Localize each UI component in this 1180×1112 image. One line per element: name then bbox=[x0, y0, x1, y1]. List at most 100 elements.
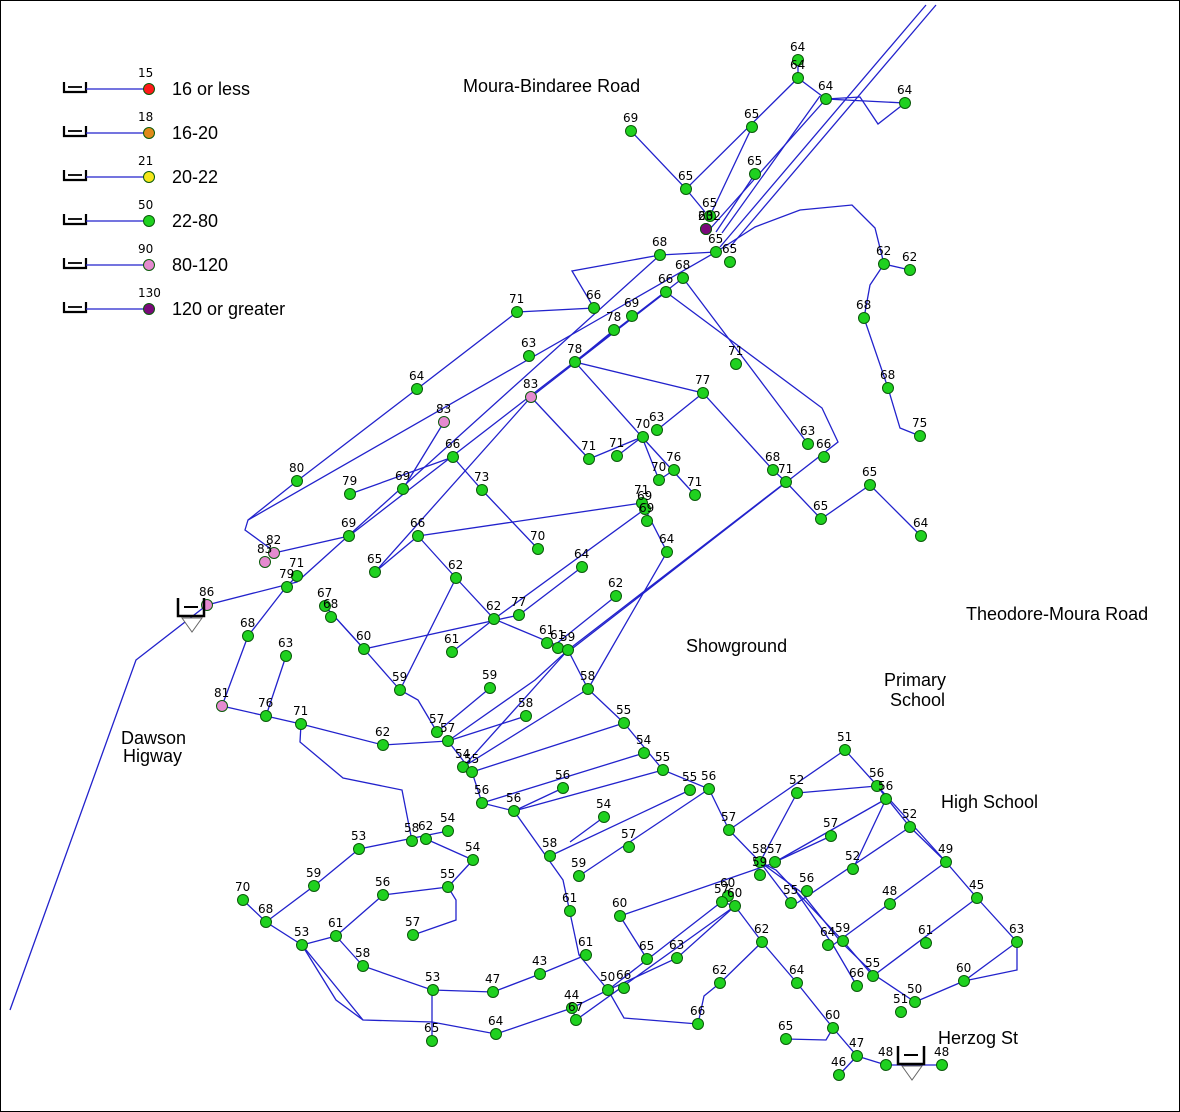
node-value-label: 64 bbox=[790, 40, 805, 54]
junction-node: 66 bbox=[816, 437, 831, 463]
node-value-label: 58 bbox=[355, 946, 370, 960]
pipe bbox=[300, 859, 721, 1035]
node-marker bbox=[216, 700, 228, 712]
node-value-label: 62 bbox=[608, 576, 623, 590]
node-marker bbox=[914, 430, 926, 442]
node-value-label: 69 bbox=[623, 111, 638, 125]
junction-node: 56 bbox=[701, 769, 716, 795]
node-marker bbox=[802, 438, 814, 450]
pipe-network bbox=[9, 4, 1018, 1076]
pipe bbox=[462, 649, 569, 768]
junction-node: 52 bbox=[789, 773, 804, 799]
junction-node: 69 bbox=[341, 516, 356, 542]
node-marker bbox=[296, 939, 308, 951]
node-marker bbox=[958, 975, 970, 987]
junction-node: 54 bbox=[440, 811, 455, 837]
junction-node: 59 bbox=[752, 855, 767, 881]
node-marker bbox=[308, 880, 320, 892]
node-marker bbox=[411, 383, 423, 395]
node-marker bbox=[703, 783, 715, 795]
junction-node: 71 bbox=[609, 436, 624, 462]
junction-node: 66 bbox=[616, 968, 631, 994]
node-value-label: 54 bbox=[465, 840, 480, 854]
node-marker bbox=[377, 739, 389, 751]
junction-node: 63 bbox=[1009, 922, 1024, 948]
node-marker bbox=[839, 744, 851, 756]
node-value-label: 66 bbox=[849, 966, 864, 980]
node-value-label: 77 bbox=[511, 595, 526, 609]
pipe bbox=[573, 329, 922, 537]
node-value-label: 65 bbox=[862, 465, 877, 479]
node-marker bbox=[525, 391, 537, 403]
legend-swatch bbox=[143, 259, 155, 271]
node-marker bbox=[508, 805, 520, 817]
node-marker bbox=[523, 350, 535, 362]
pipe bbox=[697, 901, 763, 1025]
node-value-label: 62 bbox=[876, 244, 891, 258]
junction-node: 52 bbox=[902, 807, 917, 833]
node-value-label: 65 bbox=[708, 232, 723, 246]
node-marker bbox=[847, 863, 859, 875]
reservoir-icon bbox=[896, 1046, 926, 1081]
node-value-label: 68 bbox=[880, 368, 895, 382]
node-value-label: 65 bbox=[678, 169, 693, 183]
node-value-label: 55 bbox=[865, 956, 880, 970]
node-marker bbox=[588, 302, 600, 314]
node-marker bbox=[570, 1014, 582, 1026]
node-marker bbox=[242, 630, 254, 642]
junction-node: 59 bbox=[560, 630, 575, 656]
node-value-label: 71 bbox=[778, 462, 793, 476]
junction-node: 68 bbox=[240, 616, 255, 642]
node-value-label: 57 bbox=[429, 712, 444, 726]
node-marker bbox=[641, 953, 653, 965]
pipe bbox=[774, 835, 832, 863]
junction-node: 60 bbox=[956, 961, 971, 987]
node-marker bbox=[544, 850, 556, 862]
pipe bbox=[630, 77, 799, 190]
pipe bbox=[587, 502, 668, 690]
node-marker bbox=[513, 609, 525, 621]
node-value-label: 63 bbox=[1009, 922, 1024, 936]
node-value-label: 47 bbox=[849, 1036, 864, 1050]
node-value-label: 54 bbox=[636, 733, 651, 747]
pipe bbox=[265, 655, 287, 717]
junction-node: 66 bbox=[410, 516, 425, 542]
node-value-label: 43 bbox=[532, 954, 547, 968]
node-marker bbox=[260, 916, 272, 928]
junction-node: 48 bbox=[878, 1045, 893, 1071]
junction-node: 55 bbox=[616, 703, 631, 729]
pipe bbox=[844, 749, 1018, 982]
node-value-label: 71 bbox=[609, 436, 624, 450]
node-marker bbox=[259, 556, 271, 568]
node-marker bbox=[716, 896, 728, 908]
junction-node: 71 bbox=[728, 344, 743, 370]
junction-node: 65 bbox=[708, 232, 723, 258]
node-marker bbox=[704, 210, 716, 222]
pipe bbox=[729, 4, 937, 248]
node-marker bbox=[353, 843, 365, 855]
junction-node: 45 bbox=[969, 878, 984, 904]
node-value-label: 55 bbox=[682, 770, 697, 784]
junction-node: 62 bbox=[418, 819, 433, 845]
node-marker bbox=[651, 424, 663, 436]
node-value-label: 44 bbox=[564, 988, 579, 1002]
junction-node: 69 bbox=[624, 296, 639, 322]
junction-node: 44 bbox=[564, 988, 579, 1014]
node-marker bbox=[532, 543, 544, 555]
legend-item: 21 20-22 bbox=[62, 154, 218, 187]
legend-item: 130 120 or greater bbox=[62, 286, 285, 319]
node-marker bbox=[476, 484, 488, 496]
junction-node: 64 bbox=[897, 83, 912, 109]
node-value-label: 64 bbox=[790, 58, 805, 72]
node-value-label: 68 bbox=[765, 450, 780, 464]
node-value-label: 71 bbox=[581, 439, 596, 453]
node-marker bbox=[904, 264, 916, 276]
node-marker bbox=[394, 684, 406, 696]
junction-node: 63 bbox=[800, 424, 815, 450]
node-marker bbox=[447, 451, 459, 463]
node-marker bbox=[754, 869, 766, 881]
node-marker bbox=[936, 1059, 948, 1071]
junction-node: 68 bbox=[856, 298, 871, 324]
